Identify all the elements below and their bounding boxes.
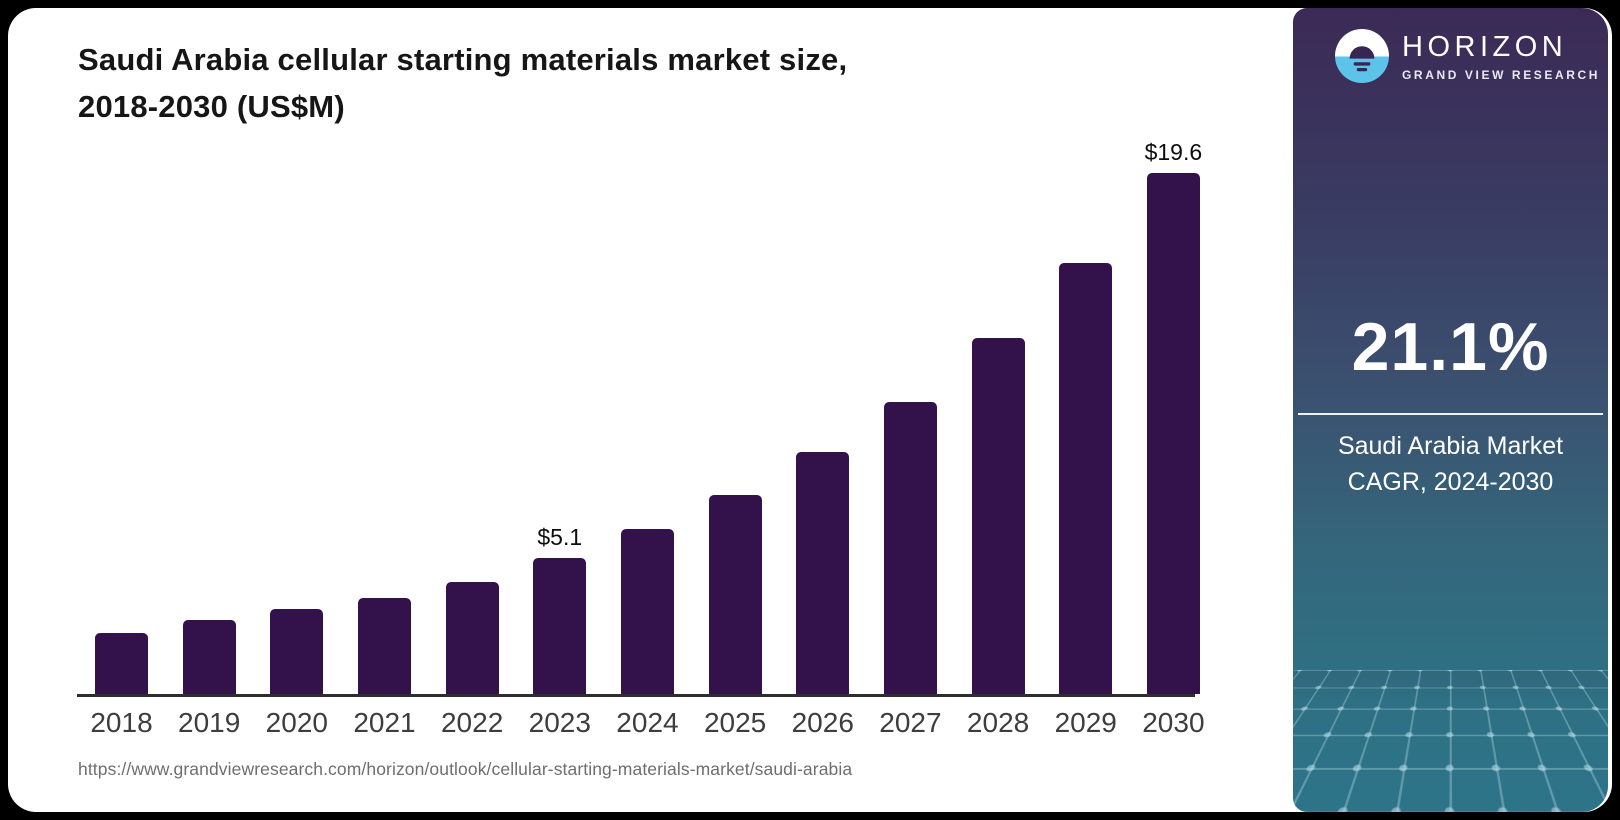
x-axis-label-2030: 2030	[1142, 707, 1205, 738]
chart-title-line2: 2018-2030 (US$M)	[78, 89, 345, 124]
bar-2024	[620, 529, 674, 694]
x-axis-label-2021: 2021	[353, 707, 416, 738]
bar-column-2024	[620, 529, 674, 694]
bar-column-2026	[796, 452, 850, 694]
bar-value-label-2030: $19.6	[1144, 139, 1203, 165]
x-axis-label-2025: 2025	[703, 707, 767, 738]
horizon-logo-icon	[1335, 29, 1389, 83]
bar-column-2029	[1059, 263, 1113, 694]
bar-column-2025	[708, 495, 762, 694]
brand-subtitle: GRAND VIEW RESEARCH	[1402, 67, 1601, 82]
x-axis-label-2022: 2022	[440, 707, 504, 738]
x-axis-labels: 2018 2019 2020 2021 2022 2023 2024 2025 2026 2027…	[90, 707, 1205, 739]
bar-2020	[270, 609, 324, 694]
bar-2027	[883, 402, 937, 694]
wireframe-mesh	[1293, 670, 1608, 812]
x-axis-label-2024: 2024	[616, 707, 679, 738]
bar-column-2027	[883, 402, 937, 694]
bar-2026	[796, 452, 850, 694]
source-url: https://www.grandviewresearch.com/horizo…	[78, 759, 853, 779]
brand-name: HORIZON	[1402, 30, 1568, 63]
bar-2023	[533, 558, 587, 694]
x-axis-label-2027: 2027	[879, 707, 942, 738]
bar-2018	[95, 633, 148, 694]
chart-card: Saudi Arabia cellular starting materials…	[8, 8, 1612, 812]
bar-2030	[1146, 173, 1200, 694]
x-axis-label-2029: 2029	[1054, 707, 1117, 738]
cagr-caption-line2: CAGR, 2024-2030	[1347, 468, 1554, 496]
bar-chart-plot: $5.1 $19.6	[95, 139, 1202, 694]
bar-column-2020	[270, 609, 324, 694]
bar-column-2021	[357, 598, 411, 694]
sidebar: HORIZON GRAND VIEW RESEARCH 21.1% Saudi …	[1293, 8, 1608, 812]
bar-2028	[971, 338, 1025, 694]
x-axis-label-2026: 2026	[791, 707, 854, 738]
x-axis-label-2019: 2019	[178, 707, 241, 738]
chart-title-line1: Saudi Arabia cellular starting materials…	[78, 42, 848, 77]
bar-2025	[708, 495, 762, 694]
bar-2029	[1059, 263, 1113, 694]
stat-divider	[1298, 413, 1603, 415]
cagr-stat: 21.1% Saudi Arabia Market CAGR, 2024-2030	[1293, 311, 1608, 500]
x-axis-line	[77, 694, 1195, 697]
x-axis-label-2028: 2028	[966, 707, 1030, 738]
cagr-value: 21.1%	[1351, 309, 1550, 385]
cagr-caption-line1: Saudi Arabia Market	[1337, 432, 1564, 460]
bar-2019	[182, 620, 236, 694]
bar-column-2023: $5.1	[533, 524, 587, 694]
bar-value-label-2023: $5.1	[537, 524, 583, 550]
bar-2022	[445, 582, 499, 694]
x-axis-label-2023: 2023	[528, 707, 591, 738]
chart-title: Saudi Arabia cellular starting materials…	[78, 36, 847, 130]
bar-column-2018	[95, 633, 148, 694]
bar-column-2030: $19.6	[1144, 139, 1203, 694]
bar-column-2022	[445, 582, 499, 694]
cagr-caption: Saudi Arabia Market CAGR, 2024-2030	[1293, 428, 1608, 500]
bar-column-2019	[182, 620, 236, 694]
brand-text: HORIZON GRAND VIEW RESEARCH	[1402, 31, 1600, 82]
x-axis-label-2020: 2020	[265, 707, 328, 738]
bar-column-2028	[971, 338, 1025, 694]
brand: HORIZON GRAND VIEW RESEARCH	[1335, 29, 1600, 83]
x-axis-label-2018: 2018	[90, 707, 153, 738]
bar-2021	[357, 598, 411, 694]
